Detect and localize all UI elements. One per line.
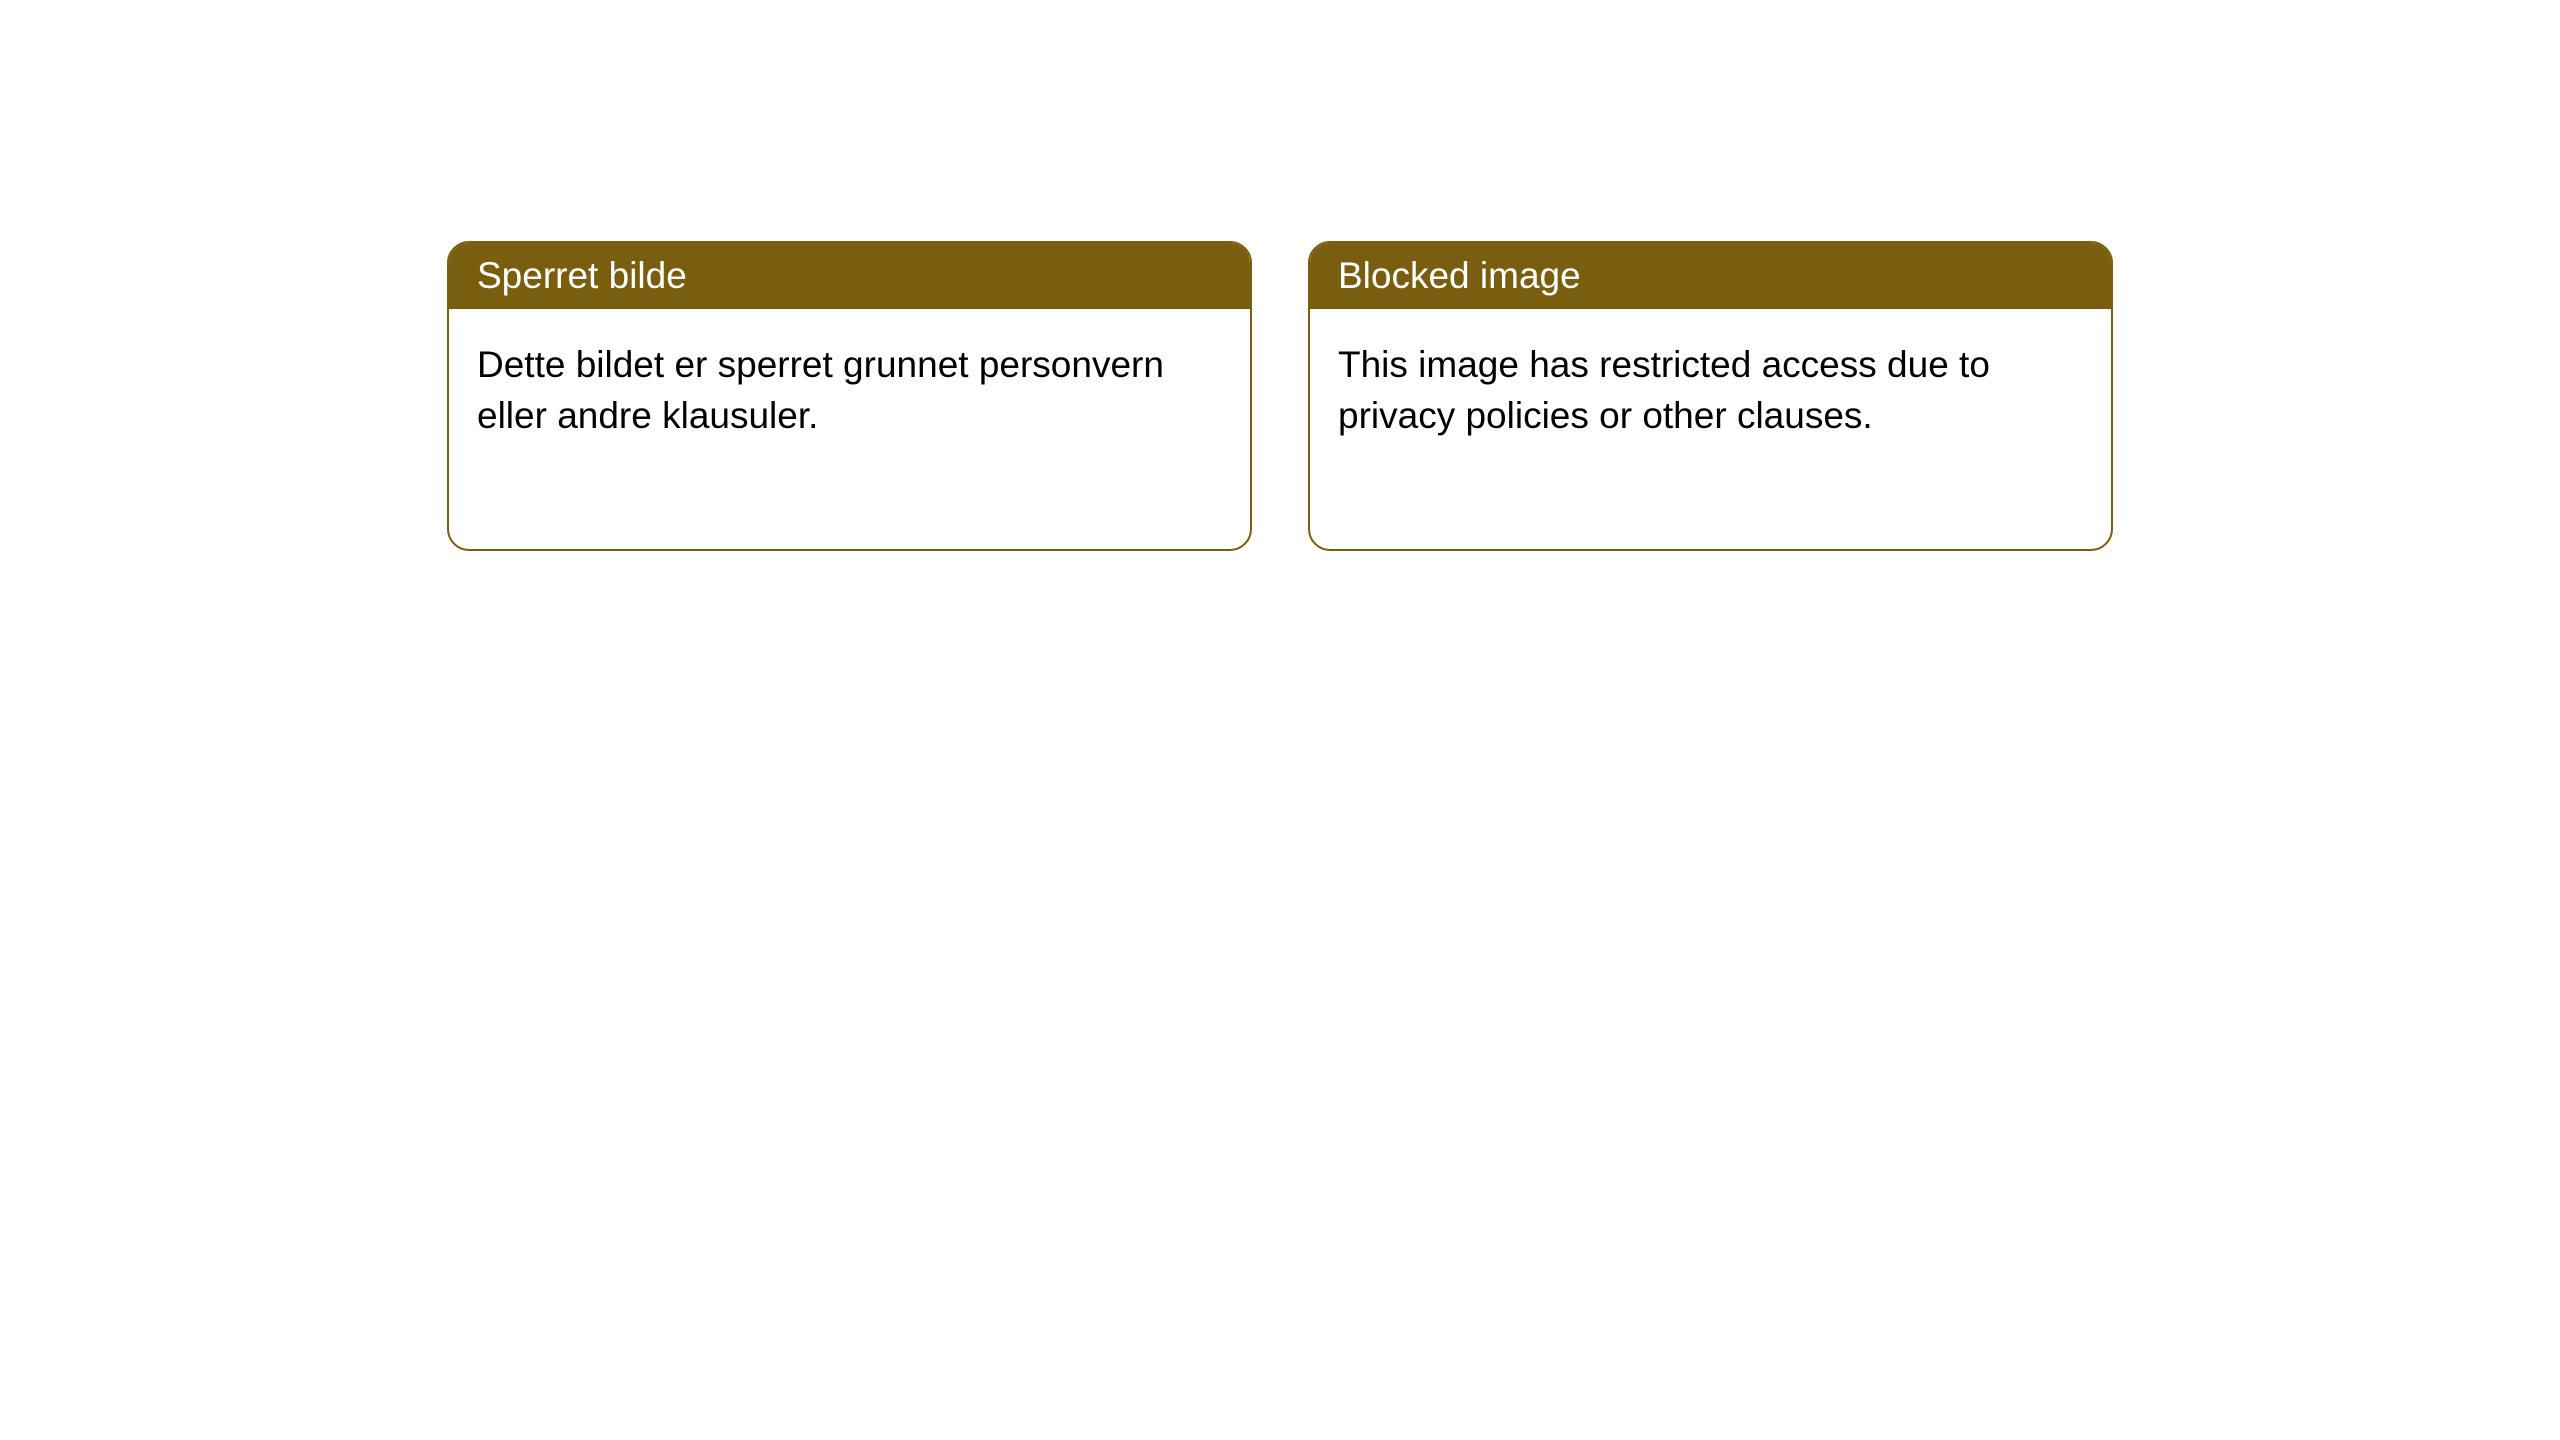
notice-header-english: Blocked image: [1310, 243, 2111, 309]
notice-title-english: Blocked image: [1338, 255, 1581, 296]
notice-title-norwegian: Sperret bilde: [477, 255, 687, 296]
notice-body-norwegian: Dette bildet er sperret grunnet personve…: [449, 309, 1250, 549]
notice-box-norwegian: Sperret bilde Dette bildet er sperret gr…: [447, 241, 1252, 551]
notice-container: Sperret bilde Dette bildet er sperret gr…: [447, 241, 2113, 551]
notice-text-norwegian: Dette bildet er sperret grunnet personve…: [477, 344, 1164, 436]
notice-text-english: This image has restricted access due to …: [1338, 344, 1990, 436]
notice-body-english: This image has restricted access due to …: [1310, 309, 2111, 549]
notice-header-norwegian: Sperret bilde: [449, 243, 1250, 309]
notice-box-english: Blocked image This image has restricted …: [1308, 241, 2113, 551]
